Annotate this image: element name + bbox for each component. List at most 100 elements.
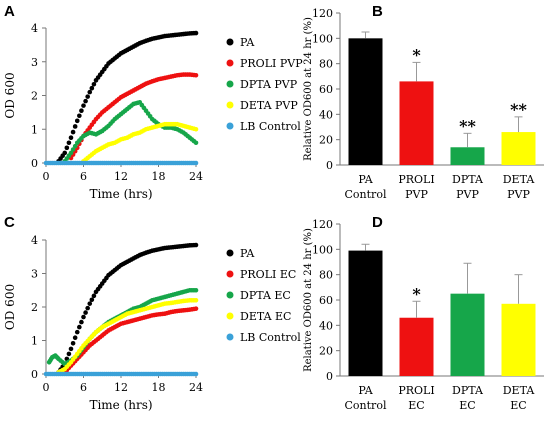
- legend-label: PA: [240, 36, 255, 49]
- bar: [348, 250, 383, 376]
- data-point: [89, 85, 95, 91]
- y-tick-label: 3: [31, 56, 38, 69]
- legend-label: DPTA EC: [240, 289, 291, 302]
- data-point: [66, 140, 72, 146]
- legend-marker: [226, 80, 234, 88]
- y-tick-label: 4: [31, 22, 38, 35]
- category-label: PROLI: [398, 173, 434, 186]
- legend-label: LB Control: [240, 120, 301, 133]
- data-point: [70, 129, 76, 135]
- x-tick-label: 12: [114, 381, 128, 394]
- data-point: [68, 150, 74, 156]
- data-point: [85, 94, 90, 99]
- legend-marker: [226, 291, 234, 299]
- y-axis-title: OD 600: [3, 72, 17, 118]
- category-label: DETA: [503, 173, 536, 186]
- legend-marker: [226, 333, 234, 341]
- y-tick-label: 60: [319, 294, 333, 307]
- category-label: PROLI: [398, 384, 434, 397]
- x-tick-label: 6: [80, 381, 87, 394]
- panel-letter: A: [4, 3, 15, 20]
- x-tick-label: 12: [114, 170, 128, 183]
- bar: [450, 293, 485, 376]
- series-dpta-pvp: [62, 99, 199, 164]
- legend-marker: [226, 38, 234, 46]
- y-tick-label: 1: [31, 335, 38, 348]
- data-point: [83, 310, 88, 315]
- series-deta-pvp: [81, 121, 199, 164]
- legend-label: LB Control: [240, 331, 301, 344]
- y-tick-label: 40: [319, 319, 333, 332]
- legend-label: PROLI EC: [240, 268, 296, 281]
- bar: [348, 38, 383, 166]
- x-tick-label: 18: [152, 381, 166, 394]
- y-tick-label: 4: [31, 234, 38, 247]
- legend-label: PROLI PVP: [240, 57, 303, 70]
- data-point: [193, 298, 199, 303]
- legend-marker: [226, 122, 234, 130]
- y-tick-label: 120: [312, 218, 333, 231]
- y-tick-label: 1: [31, 123, 38, 136]
- data-point: [193, 287, 199, 293]
- x-tick-label: 24: [189, 170, 203, 183]
- data-point: [81, 314, 86, 320]
- legend-marker: [226, 312, 234, 320]
- data-point: [193, 72, 199, 78]
- x-axis-title: Time (hrs): [89, 187, 152, 201]
- data-point: [70, 340, 76, 346]
- x-tick-label: 6: [80, 170, 87, 183]
- legend-label: DPTA PVP: [240, 78, 298, 91]
- data-point: [193, 242, 199, 248]
- category-label: PVP: [456, 188, 479, 201]
- data-point: [74, 118, 80, 124]
- data-point: [72, 143, 78, 149]
- y-axis-title: Relative OD600 at 24 hr (%): [303, 17, 314, 161]
- data-point: [66, 351, 72, 357]
- data-point: [81, 103, 86, 108]
- data-point: [83, 98, 88, 104]
- data-point: [91, 81, 97, 87]
- series-lb-control: [43, 371, 199, 377]
- data-point: [79, 108, 84, 113]
- data-point: [79, 319, 84, 325]
- data-point: [193, 371, 199, 377]
- bar: [399, 81, 434, 165]
- x-tick-label: 18: [152, 170, 166, 183]
- y-tick-label: 100: [312, 32, 333, 45]
- category-label: DPTA: [452, 173, 484, 186]
- category-label: PVP: [507, 188, 530, 201]
- x-tick-label: 0: [43, 170, 50, 183]
- legend-marker: [226, 270, 234, 278]
- y-tick-label: 20: [319, 134, 333, 147]
- data-point: [72, 335, 78, 341]
- y-tick-label: 2: [31, 90, 38, 103]
- y-tick-label: 80: [319, 58, 333, 71]
- y-tick-label: 40: [319, 108, 333, 121]
- y-tick-label: 20: [319, 345, 333, 358]
- panel-letter: C: [4, 214, 15, 231]
- category-label: PVP: [405, 188, 428, 201]
- data-point: [72, 124, 78, 129]
- data-point: [68, 346, 74, 352]
- panel-letter: B: [372, 3, 383, 20]
- category-label: Control: [345, 188, 387, 201]
- bar: [450, 147, 485, 165]
- data-point: [193, 306, 199, 311]
- data-point: [193, 160, 199, 166]
- category-label: Control: [345, 399, 387, 412]
- y-tick-label: 0: [31, 368, 38, 381]
- legend-label: DETA EC: [240, 310, 291, 323]
- y-axis-title: OD 600: [3, 284, 17, 330]
- legend-marker: [226, 249, 234, 257]
- y-tick-label: 60: [319, 83, 333, 96]
- significance-label: **: [510, 100, 527, 119]
- y-tick-label: 0: [326, 370, 333, 383]
- category-label: EC: [459, 399, 475, 412]
- category-label: EC: [408, 399, 424, 412]
- category-label: EC: [510, 399, 526, 412]
- data-point: [68, 135, 74, 140]
- x-tick-label: 0: [43, 381, 50, 394]
